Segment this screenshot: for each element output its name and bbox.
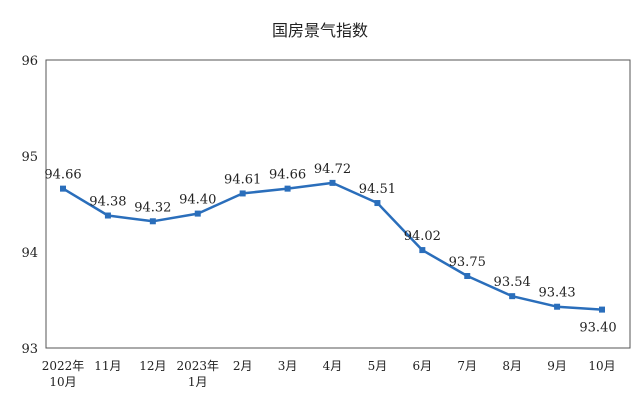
x-axis: 2022年 10月 11月 12月 2023年 1月 2月 3月 4月 5月 6月 7月 8月 9月 10月 [42,359,616,389]
data-labels: 94.66 94.38 94.32 94.40 94.61 94.66 94.72 94.51… [44,162,616,336]
x-tick-label: 2月 [233,359,253,373]
x-tick-label: 9月 [547,359,567,373]
data-label: 94.32 [134,200,171,215]
y-tick-label: 93 [21,342,38,357]
plot-area-frame [45,59,631,349]
data-point [374,200,381,207]
x-tick-label: 6月 [413,359,433,373]
x-tick-label: 2023年 1月 [176,359,219,389]
x-tick-label-line: 4月 [323,359,343,373]
data-label: 93.54 [494,275,531,290]
x-tick-label: 10月 [588,359,615,373]
x-tick-label-line: 6月 [413,359,433,373]
x-tick-label: 11月 [94,359,121,373]
data-point [194,210,201,217]
y-tick-label: 95 [21,150,38,165]
data-label: 93.75 [449,255,486,270]
data-point [554,303,561,310]
chart-title: 国房景气指数 [272,21,368,40]
data-point [60,185,66,192]
data-label: 94.72 [314,162,351,177]
data-label: 94.66 [269,168,306,183]
x-tick-label-line: 7月 [457,359,477,373]
data-label: 94.02 [404,229,441,244]
x-tick-label: 8月 [502,359,522,373]
data-label: 94.61 [224,172,261,187]
x-tick-label-line: 2022年 [42,359,85,373]
data-point [509,293,516,300]
data-point [284,185,291,192]
x-tick-label-line: 2月 [233,359,253,373]
x-tick-label: 2022年 10月 [42,359,85,389]
data-point [149,218,156,225]
data-point [104,212,111,219]
x-tick-label-line: 5月 [368,359,388,373]
x-tick-label-line: 3月 [278,359,298,373]
data-point [419,247,426,254]
data-label: 94.40 [179,193,216,208]
y-tick-label: 96 [21,54,38,69]
data-point [599,306,605,313]
data-label: 94.38 [89,195,126,210]
data-point [329,179,336,186]
x-tick-label-line: 1月 [188,375,208,389]
x-tick-label-line: 12月 [139,359,166,373]
x-tick-label: 7月 [457,359,477,373]
data-label: 93.43 [538,286,575,301]
data-label: 93.40 [579,321,616,336]
data-point [239,190,246,197]
y-tick-label: 94 [21,246,38,261]
data-point [464,273,471,279]
x-tick-label: 4月 [323,359,343,373]
data-label: 94.66 [44,168,81,183]
x-tick-label-line: 9月 [547,359,567,373]
data-series [60,179,605,313]
y-axis: 93 94 95 96 [21,54,38,357]
x-tick-label-line: 8月 [502,359,522,373]
x-tick-label-line: 10月 [588,359,615,373]
x-tick-label: 3月 [278,359,298,373]
x-tick-label-line: 2023年 [176,359,219,373]
x-tick-label-line: 11月 [94,359,121,373]
x-tick-label: 12月 [139,359,166,373]
x-tick-label-line: 10月 [49,375,76,389]
x-tick-label: 5月 [368,359,388,373]
data-label: 94.51 [359,182,396,197]
